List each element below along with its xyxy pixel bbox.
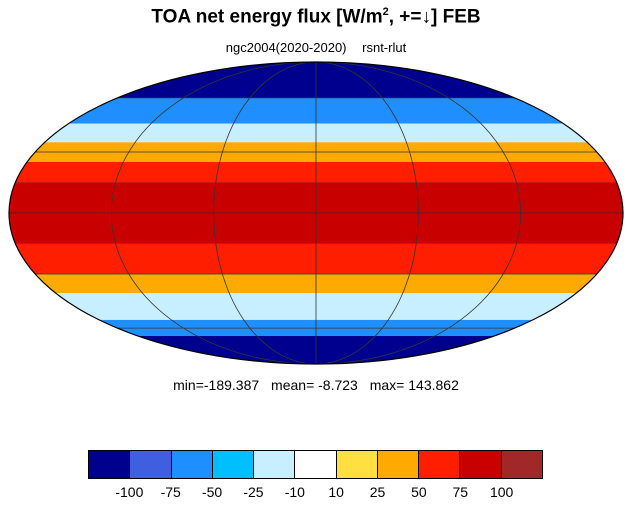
colorbar-label: -25 (243, 484, 264, 500)
colorbar-label: -100 (115, 484, 144, 500)
graticule (9, 61, 623, 365)
colorbar-label: -10 (284, 484, 305, 500)
colorbar-label: 100 (489, 484, 514, 500)
title-main: TOA net energy flux [W/m (151, 6, 383, 28)
colorbar-label: -75 (160, 484, 181, 500)
map-title: TOA net energy flux [W/m2, +=↓] FEB (0, 6, 632, 28)
colorbar-box (501, 451, 542, 478)
colorbar-label: 50 (411, 484, 427, 500)
colorbar-label: -50 (201, 484, 223, 500)
title-superscript: 2 (382, 6, 389, 18)
colorbar-label: 10 (328, 484, 344, 500)
stat-max: max= 143.862 (369, 377, 459, 393)
colorbar-box (171, 451, 213, 478)
colorbar-box (295, 451, 337, 478)
colorbar-box (419, 451, 461, 478)
title-tail: , +=↓] FEB (388, 6, 481, 28)
stat-mean: mean= -8.723 (271, 377, 358, 393)
colorbar-box (130, 451, 172, 478)
subtitle-run: ngc2004(2020-2020) (225, 40, 347, 55)
map-outline (8, 61, 624, 365)
colorbar-labels: -100 -75 -50 -25 -10 10 25 50 75 100 (88, 484, 543, 502)
subtitle: ngc2004(2020-2020) rsnt-rlut (0, 40, 632, 55)
statistics: min=-189.387 mean= -8.723 max= 143.862 (0, 377, 632, 393)
colorbar-label: 75 (452, 484, 469, 500)
world-map (8, 61, 624, 365)
colorbar-box (254, 451, 296, 478)
colorbar (88, 450, 543, 479)
colorbar-box (377, 451, 420, 478)
colorbar-box (336, 451, 378, 478)
colorbar-box (89, 451, 131, 478)
colorbar-box (212, 451, 255, 478)
colorbar-box (460, 451, 502, 478)
colorbar-label: 25 (369, 484, 386, 500)
stat-min: min=-189.387 (173, 377, 260, 393)
subtitle-variable: rsnt-rlut (362, 40, 407, 55)
